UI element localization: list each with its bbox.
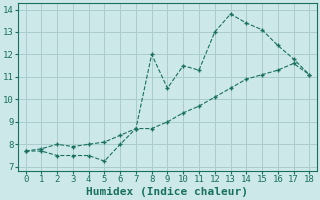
- X-axis label: Humidex (Indice chaleur): Humidex (Indice chaleur): [86, 187, 248, 197]
